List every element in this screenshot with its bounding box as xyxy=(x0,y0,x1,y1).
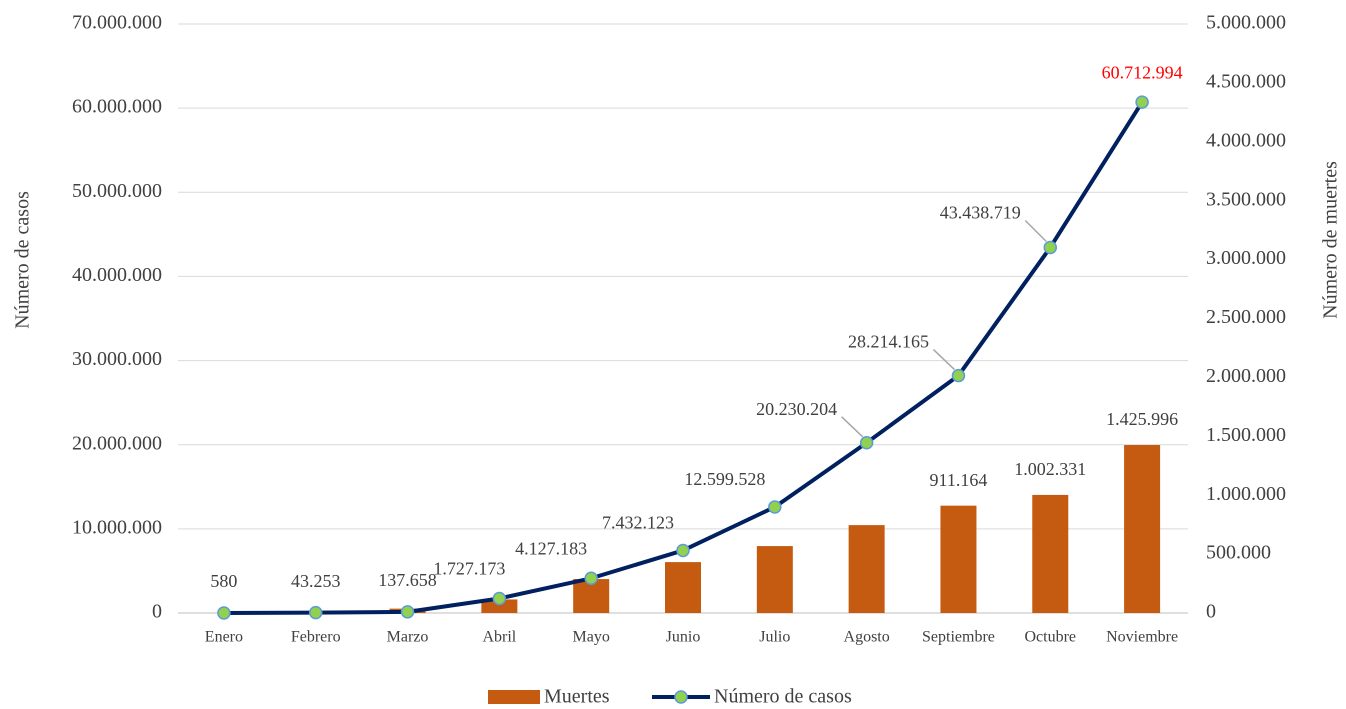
data-label: 43.253 xyxy=(291,571,341,591)
legend-label: Muertes xyxy=(544,686,610,708)
y-tick-label: 0 xyxy=(152,601,162,623)
y-tick-label: 60.000.000 xyxy=(72,96,162,118)
data-label: 1.425.996 xyxy=(1106,409,1178,429)
leader-line xyxy=(1024,219,1047,243)
data-label: 911.164 xyxy=(930,470,988,490)
legend-marker xyxy=(674,690,688,704)
y-tick-label: 10.000.000 xyxy=(72,516,162,538)
x-tick-label: Febrero xyxy=(291,629,341,646)
x-tick-label: Noviembre xyxy=(1106,629,1178,646)
marker xyxy=(584,571,598,586)
data-label: 4.127.183 xyxy=(515,538,587,558)
data-label: 20.230.204 xyxy=(756,399,837,419)
y2-tick-label: 5.000.000 xyxy=(1206,12,1286,34)
bar xyxy=(481,599,518,613)
y2-tick-label: 3.000.000 xyxy=(1206,247,1286,269)
legend-swatch xyxy=(488,690,540,704)
x-tick-label: Julio xyxy=(759,629,790,646)
data-label: 28.214.165 xyxy=(848,332,929,352)
data-label: 43.438.719 xyxy=(940,203,1021,223)
y2-tick-label: 3.500.000 xyxy=(1206,188,1286,210)
y2-axis-label: Número de muertes xyxy=(1320,161,1342,319)
marker xyxy=(217,606,231,620)
marker xyxy=(676,543,690,558)
data-label: 137.658 xyxy=(378,570,437,590)
y-tick-label: 40.000.000 xyxy=(72,264,162,286)
leader-line xyxy=(841,416,864,438)
y2-tick-label: 4.500.000 xyxy=(1206,70,1286,92)
y2-tick-label: 2.500.000 xyxy=(1206,306,1286,328)
bar xyxy=(940,505,977,613)
bar xyxy=(1032,494,1069,613)
data-label: 1.002.331 xyxy=(1014,459,1086,479)
marker xyxy=(492,591,507,606)
legend-label: Número de casos xyxy=(714,686,852,708)
y2-tick-label: 1.500.000 xyxy=(1206,424,1286,446)
data-label: 12.599.528 xyxy=(684,469,765,489)
x-tick-label: Marzo xyxy=(387,629,429,646)
y-axis-label: Número de casos xyxy=(12,191,34,329)
data-label: 580 xyxy=(210,571,237,591)
bar xyxy=(1124,445,1161,613)
marker xyxy=(859,436,874,450)
x-tick-label: Agosto xyxy=(844,629,890,646)
marker xyxy=(400,605,415,619)
y-tick-label: 30.000.000 xyxy=(72,348,162,370)
y2-tick-label: 4.000.000 xyxy=(1206,129,1286,151)
y2-tick-label: 0 xyxy=(1206,601,1216,623)
y2-tick-label: 1.000.000 xyxy=(1206,483,1286,505)
x-tick-label: Octubre xyxy=(1025,629,1077,646)
marker xyxy=(768,500,782,514)
bar xyxy=(756,546,793,613)
y-tick-label: 50.000.000 xyxy=(72,180,162,202)
bar xyxy=(665,562,701,613)
y-tick-label: 20.000.000 xyxy=(72,432,162,454)
marker xyxy=(1043,240,1058,255)
data-label: 60.712.994 xyxy=(1102,62,1183,82)
y2-tick-label: 2.000.000 xyxy=(1206,365,1286,387)
x-tick-label: Mayo xyxy=(573,629,610,646)
data-label: 1.727.173 xyxy=(433,559,505,579)
leader-line xyxy=(932,349,955,371)
marker xyxy=(951,368,966,383)
x-tick-label: Junio xyxy=(666,629,701,646)
bar xyxy=(848,525,885,613)
x-tick-label: Abril xyxy=(482,629,516,646)
marker xyxy=(1135,95,1149,109)
y-tick-label: 70.000.000 xyxy=(72,12,162,34)
x-tick-label: Septiembre xyxy=(922,629,995,646)
data-label: 7.432.123 xyxy=(602,513,674,533)
marker xyxy=(308,605,323,620)
line xyxy=(223,101,1144,615)
y2-tick-label: 500.000 xyxy=(1206,542,1271,564)
x-tick-label: Enero xyxy=(205,629,243,646)
